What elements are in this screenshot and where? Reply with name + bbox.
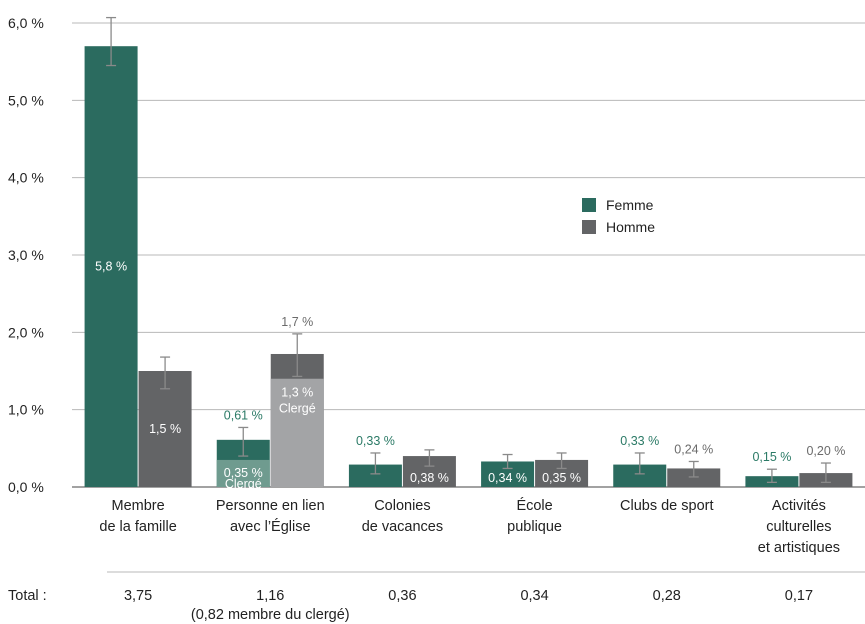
bar-homme bbox=[667, 468, 721, 487]
category-label: de vacances bbox=[362, 519, 443, 535]
totals-row: 3,75 1,16 (0,82 membre du clergé) 0,36 0,34 0… bbox=[8, 571, 865, 623]
y-tick-label: 0,0 % bbox=[8, 479, 44, 495]
category-label: Colonies bbox=[374, 498, 430, 514]
totals-label: Total : bbox=[8, 588, 47, 604]
bar-homme bbox=[138, 371, 192, 487]
total-value: 0,17 bbox=[785, 588, 813, 604]
category-label: et artistiques bbox=[758, 540, 840, 556]
clergy-note: Clergé bbox=[225, 477, 262, 491]
data-label: 0,33 % bbox=[356, 434, 395, 448]
bar-segment-clergy bbox=[270, 378, 324, 487]
legend-label: Femme bbox=[606, 197, 654, 213]
bar-segment-clergy bbox=[216, 459, 270, 487]
legend-swatch-femme bbox=[582, 198, 596, 212]
data-label: 0,38 % bbox=[410, 471, 449, 485]
y-axis-tick-labels: 0,0 % 1,0 % 2,0 % 3,0 % 4,0 % 5,0 % 6,0 % bbox=[8, 15, 44, 495]
category-label: avec l’Église bbox=[230, 518, 311, 535]
data-label: 0,33 % bbox=[620, 434, 659, 448]
y-tick-label: 3,0 % bbox=[8, 247, 44, 263]
category-label: Membre bbox=[111, 498, 164, 514]
data-label-clergy: 0,35 % bbox=[224, 466, 263, 480]
total-value: 1,16 bbox=[256, 588, 284, 604]
y-tick-label: 4,0 % bbox=[8, 170, 44, 186]
data-label: 1,5 % bbox=[149, 422, 181, 436]
data-label: 0,24 % bbox=[674, 442, 713, 456]
category-label: École bbox=[516, 497, 552, 514]
category-label: publique bbox=[507, 519, 562, 535]
data-label-clergy: 1,3 % bbox=[281, 386, 313, 400]
clergy-note: Clergé bbox=[279, 402, 316, 416]
y-tick-label: 6,0 % bbox=[8, 15, 44, 31]
data-label: 0,20 % bbox=[806, 444, 845, 458]
data-label: 0,61 % bbox=[224, 408, 263, 422]
data-label: 5,8 % bbox=[95, 260, 127, 274]
grid-lines bbox=[72, 22, 865, 488]
bar-femme bbox=[84, 46, 138, 487]
data-label: 0,35 % bbox=[542, 471, 581, 485]
bars bbox=[84, 46, 853, 487]
category-label: culturelles bbox=[766, 519, 831, 535]
y-tick-label: 2,0 % bbox=[8, 324, 44, 340]
data-label: 0,34 % bbox=[488, 471, 527, 485]
total-value: 0,28 bbox=[653, 588, 681, 604]
bar-femme bbox=[348, 464, 402, 487]
legend-swatch-homme bbox=[582, 220, 596, 234]
x-axis-category-labels: Membre de la famille Personne en lien avec … bbox=[99, 497, 840, 556]
legend: Femme Homme bbox=[582, 197, 655, 235]
category-label: Clubs de sport bbox=[620, 498, 714, 514]
total-value: 3,75 bbox=[124, 588, 152, 604]
y-tick-label: 1,0 % bbox=[8, 402, 44, 418]
data-label: 1,7 % bbox=[281, 315, 313, 329]
category-label: Activités bbox=[772, 498, 826, 514]
total-note: (0,82 membre du clergé) bbox=[191, 607, 350, 623]
total-value: 0,36 bbox=[388, 588, 416, 604]
category-label: de la famille bbox=[99, 519, 176, 535]
legend-label: Homme bbox=[606, 219, 655, 235]
bar-femme bbox=[613, 464, 667, 487]
error-bars bbox=[106, 16, 831, 484]
category-label: Personne en lien bbox=[216, 498, 325, 514]
y-tick-label: 5,0 % bbox=[8, 92, 44, 108]
data-label: 0,15 % bbox=[752, 450, 791, 464]
total-value: 0,34 bbox=[520, 588, 548, 604]
